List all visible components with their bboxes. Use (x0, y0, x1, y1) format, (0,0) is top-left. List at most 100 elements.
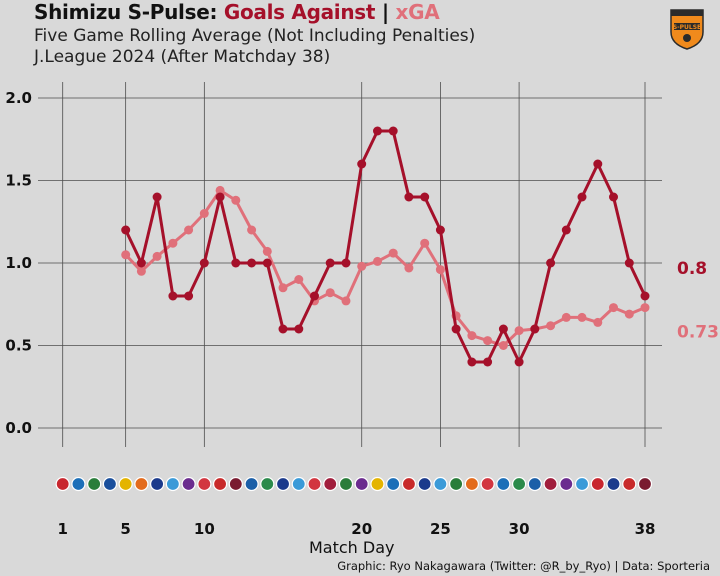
xga-point (435, 265, 445, 275)
goals-against-point (247, 258, 257, 268)
goals-against-point (467, 357, 477, 367)
goals-against-point (624, 258, 634, 268)
opponent-badge-icon (637, 476, 653, 492)
opponent-badge-icon (323, 476, 338, 492)
xga-point (247, 225, 257, 235)
xga-point (215, 185, 225, 195)
xga-point (561, 312, 571, 322)
chart-subtitle-season: J.League 2024 (After Matchday 38) (34, 47, 331, 67)
opponent-badge-icon (150, 476, 165, 492)
club-crest-icon: S-PULSE (670, 9, 704, 50)
xga-point (498, 341, 508, 350)
opponent-badge-icon (590, 476, 605, 492)
goals-against-point (498, 324, 508, 334)
xga-point (262, 246, 272, 256)
goals-against-point (262, 258, 272, 268)
x-tick-label: 10 (194, 520, 215, 538)
series (121, 126, 650, 367)
opponent-badge-icon (449, 476, 464, 492)
goals-against-point (278, 324, 288, 334)
goals-against-point (231, 258, 241, 268)
goals-against-end-label: 0.8 (677, 259, 707, 279)
opponent-badge-icon (622, 476, 637, 492)
goals-against-point (325, 258, 335, 268)
opponent-badge-icon (464, 476, 479, 492)
goals-against-point (388, 126, 398, 136)
title-separator: | (381, 0, 389, 24)
xga-point (199, 209, 209, 218)
opponent-badge-icon (71, 476, 86, 492)
xga-point (467, 331, 477, 341)
xga-end-label: 0.73 (677, 323, 719, 343)
opponent-badge-icon (496, 476, 511, 492)
chart-title: Shimizu S-Pulse: Goals Against | xGA (34, 0, 440, 24)
opponent-badge-icon (401, 476, 417, 492)
credit-footer: Graphic: Ryo Nakagawara (Twitter: @R_by_… (337, 559, 710, 573)
xga-point (152, 251, 162, 261)
opponent-badge-icon (55, 476, 70, 492)
title-goals-against: Goals Against (223, 0, 376, 24)
goals-against-point (640, 291, 650, 301)
goals-against-point (294, 324, 304, 334)
opponent-badge-icon (307, 476, 322, 492)
goals-against-point (341, 258, 351, 268)
opponent-badge-icon (181, 476, 196, 492)
opponent-badge-icon (511, 476, 527, 492)
x-tick-label: 20 (351, 520, 372, 538)
xga-line (124, 188, 646, 347)
goals-against-point (121, 225, 131, 235)
xga-point (341, 296, 351, 306)
goals-against-point (310, 291, 319, 301)
x-tick-label: 5 (120, 520, 130, 538)
xga-point (278, 283, 288, 293)
opponent-badge-icon (260, 476, 275, 492)
opponent-badge-icon (275, 476, 291, 492)
x-axis-label: Match Day (309, 538, 395, 557)
opponent-badge-icon (244, 476, 259, 492)
opponent-badge-icon (197, 476, 212, 492)
y-tick-label: 0.0 (5, 419, 32, 437)
xga-point (357, 261, 367, 271)
xga-point (640, 303, 650, 313)
xga-point (294, 275, 304, 284)
opponent-badge-icon (606, 476, 621, 492)
goals-against-point (420, 192, 430, 202)
goals-against-point (184, 291, 194, 301)
goals-against-point (199, 258, 209, 268)
opponent-badge-icon (165, 476, 180, 492)
opponent-badge-icon (212, 476, 228, 492)
goals-against-point (483, 357, 493, 367)
opponent-badge-icon (480, 476, 495, 492)
y-tick-label: 2.0 (5, 89, 32, 107)
goals-against-point (577, 192, 587, 202)
opponent-badge-icon (134, 476, 149, 492)
opponent-badge-icon (574, 476, 590, 492)
xga-point (373, 256, 382, 266)
y-tick-label: 1.0 (5, 254, 32, 272)
goals-against-line (124, 129, 647, 364)
xga-point (420, 238, 430, 248)
x-tick-label: 1 (57, 520, 67, 538)
xga-point (184, 225, 194, 235)
opponent-badge-icon (433, 476, 448, 492)
opponent-badge-icon (354, 476, 369, 492)
goals-against-point (561, 225, 571, 235)
goals-against-point (168, 291, 178, 301)
opponent-badge-icon (228, 476, 243, 492)
goals-against-point (435, 225, 445, 235)
xga-point (168, 238, 178, 248)
goals-against-point (404, 192, 414, 202)
goals-against-point (514, 357, 524, 367)
xga-point (514, 326, 524, 336)
goals-against-point (136, 258, 146, 268)
xga-point (121, 250, 131, 260)
goals-against-point (357, 159, 367, 169)
xga-point (624, 309, 634, 319)
x-axis-ticks: 1 5 10 20 25 30 38 (57, 520, 655, 538)
title-xga: xGA (395, 0, 440, 24)
goals-against-point (451, 324, 461, 334)
x-tick-label: 30 (509, 520, 530, 538)
opponent-badge-icon (291, 476, 306, 492)
xga-point (136, 266, 146, 276)
